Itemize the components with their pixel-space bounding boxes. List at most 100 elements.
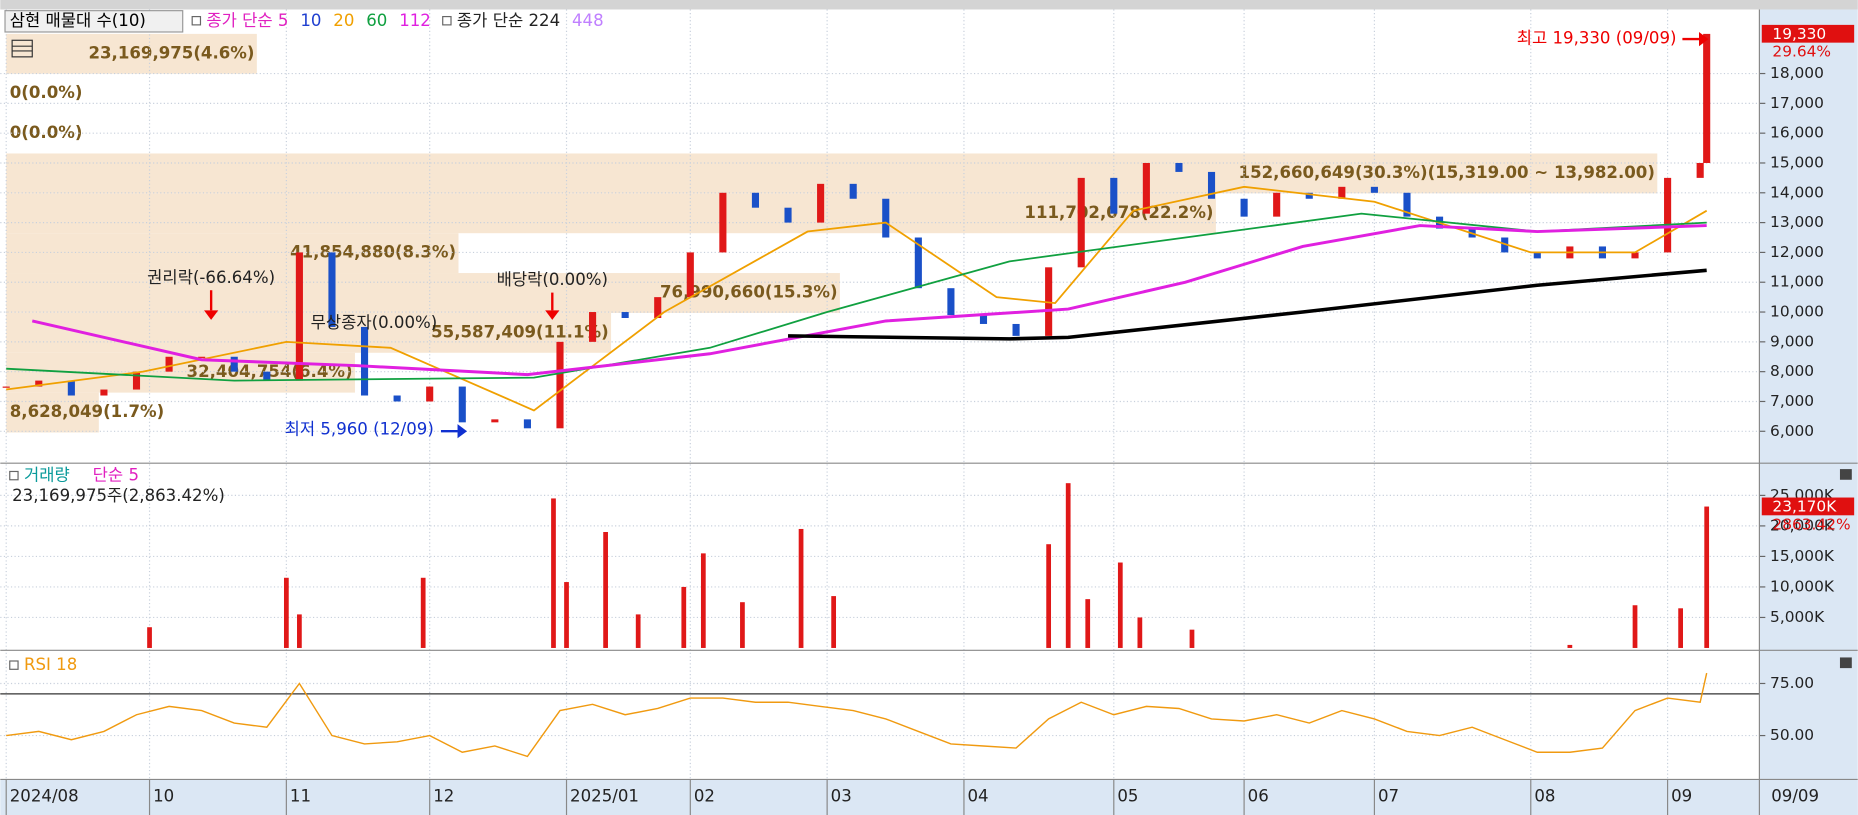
band-label: 0(0.0%) [10,123,83,142]
y-tick-label: 6,000 [1770,422,1814,440]
rsi-title: RSI 18 [24,655,77,674]
band-label: 76,990,660(15.3%) [660,282,838,301]
table-icon[interactable] [11,39,33,58]
candle [589,312,597,342]
x-tick-label: 02 [694,787,715,806]
band-label: 152,660,649(30.3%)(15,319.00 ~ 13,982.00… [1239,163,1655,182]
candle [1012,323,1020,336]
close-button[interactable] [1839,469,1852,480]
y-tick-label: 16,000 [1770,124,1824,142]
moving-average [788,268,1707,341]
band-label: 111,702,078(22.2%) [1024,203,1213,222]
marks [0,33,1760,758]
candle [817,183,825,223]
candle [751,192,760,208]
y-tick-label: 20,000K [1770,516,1835,534]
candle [621,312,629,318]
x-tick-label: 06 [1248,787,1269,806]
legend-entry: 60 [366,11,387,30]
y-tick-label: 9,000 [1770,332,1814,350]
candle [426,386,434,402]
y-tick-label: 15,000 [1770,153,1824,171]
legend-box[interactable] [4,10,184,33]
volume-bar [831,596,837,648]
volume-bar [798,528,804,648]
volume-bar [297,614,302,648]
top-bar [0,0,1858,10]
x-tick-label: 08 [1534,787,1555,806]
band-label: 55,587,409(11.1%) [431,322,609,341]
candle [230,356,238,372]
candle [654,297,662,318]
current-date: 09/09 [1771,787,1819,806]
candle [914,237,922,289]
candle [1077,177,1085,268]
candle [360,326,369,396]
legend-entry: 종가 단순 224 [457,11,560,30]
y-tick-label: 15,000K [1770,547,1835,565]
band-label: 0(0.0%) [10,83,83,102]
icon[interactable] [9,660,19,670]
high-label: 최고 19,330 (09/09) [1517,29,1677,48]
x-tick-label: 12 [433,787,454,806]
legend-entry: 10 [300,11,321,30]
candle [458,386,466,423]
volume-bar [147,627,152,648]
annotation: 무상종자(0.00%) [311,313,438,332]
candle [882,198,890,238]
band-label: 8,628,049(1.7%) [10,402,164,421]
candle [132,371,141,390]
x-tick-label: 2025/01 [570,787,639,806]
candle [784,207,792,223]
volume-bar [1046,544,1052,648]
arrow-head [457,424,468,439]
ma-legend: 종가 단순 5 10 20 60 112 종가 단순 224 448 [191,11,604,30]
legend-entry: 20 [333,11,354,30]
volume-bar [1567,644,1573,648]
x-tick-label: 11 [290,787,311,806]
band-label: 23,169,975(4.6%) [88,43,254,62]
volume-title: 거래량 [24,466,70,485]
y-tick-label: 12,000 [1770,243,1824,261]
icon[interactable] [9,470,19,481]
y-tick-label: 75.00 [1770,674,1814,692]
volume-bar [1065,483,1071,648]
y-tick-label: 11,000 [1770,273,1824,291]
volume-bar [1117,562,1123,648]
x-tick-label: 2024/08 [10,787,79,806]
volume-bar [603,532,608,648]
moving-average [31,224,1707,377]
volume-band [6,273,840,313]
volume-bar [1085,599,1091,648]
candle [1110,177,1118,214]
legend-entry: 112 [399,11,431,30]
volume-bar [740,602,745,648]
volume-bar [1704,506,1710,648]
annotation: 배당락(0.00%) [497,270,608,289]
legend-icon [442,15,452,26]
volume-bar [551,498,556,648]
y-tick-label: 18,000 [1770,64,1824,82]
candle [491,419,499,423]
candle [100,389,108,396]
candle [35,380,43,387]
x-axis-bg [0,779,1858,815]
volume-bar [635,614,641,648]
y-tick-label: 10,000K [1770,577,1835,595]
candle [947,288,955,316]
candle [1207,171,1216,199]
arrow-head [1698,31,1709,47]
last-volume: 23,170K [1772,498,1837,516]
candle [328,252,336,327]
volume-band [6,312,612,353]
volume-ma-name: 단순 5 [93,466,139,485]
x-tick-label: 10 [153,787,174,806]
candle [1403,192,1411,217]
annotation: 권리락(-66.64%) [147,268,275,287]
close-button[interactable] [1839,657,1852,669]
y-tick-label: 8,000 [1770,362,1814,380]
x-tick-label: 03 [831,787,852,806]
indicator-name: 삼현 매물대 수(10) [10,11,146,30]
